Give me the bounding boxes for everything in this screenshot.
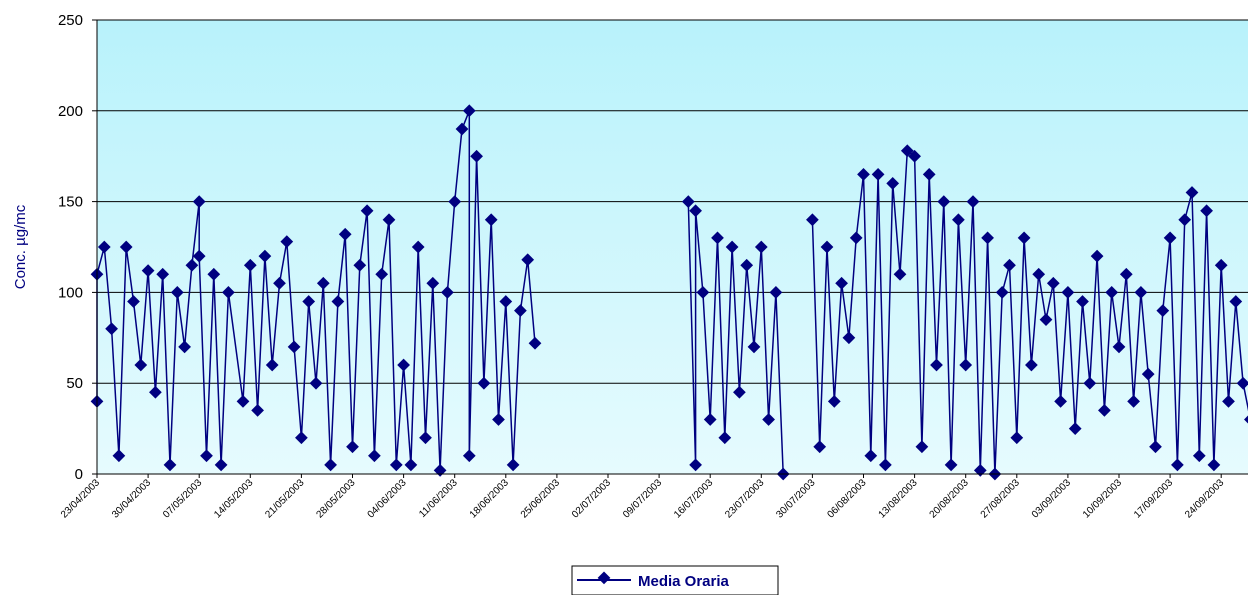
data-point <box>411 240 425 254</box>
y-tick-label: 100 <box>58 284 83 301</box>
y-tick-label: 0 <box>75 466 83 483</box>
x-tick-label: 30/07/2003 <box>774 477 817 520</box>
y-tick-label: 50 <box>66 375 83 392</box>
x-tick-label: 23/07/2003 <box>723 477 766 520</box>
data-point <box>506 458 520 472</box>
data-point <box>192 195 206 208</box>
data-point <box>462 104 476 118</box>
y-tick-label: 250 <box>58 12 83 29</box>
data-point <box>441 286 454 299</box>
x-tick-label: 16/07/2003 <box>672 477 715 520</box>
data-point <box>214 458 228 472</box>
data-point <box>382 213 396 227</box>
x-tick-label: 13/08/2003 <box>877 477 920 520</box>
x-tick-label: 09/07/2003 <box>621 477 664 520</box>
data-point <box>163 458 177 472</box>
data-point <box>273 276 286 290</box>
plot-area <box>97 20 1248 474</box>
data-point <box>207 267 221 281</box>
x-tick-label: 25/06/2003 <box>519 477 562 520</box>
x-tick-label: 18/06/2003 <box>468 477 511 520</box>
data-point <box>170 286 184 299</box>
x-tick-label: 17/09/2003 <box>1132 477 1175 520</box>
data-point <box>389 458 403 472</box>
y-axis-title: Conc. µg/mc <box>12 204 29 289</box>
data-point <box>200 449 213 463</box>
data-point <box>455 122 469 136</box>
data-point <box>127 295 140 308</box>
x-axis-ticks: 23/04/2003 30/04/2003 07/05/2003 14/05/2003… <box>59 474 1227 521</box>
data-point <box>105 322 118 336</box>
data-point <box>324 458 337 472</box>
data-point <box>134 358 148 372</box>
data-point <box>492 413 505 426</box>
x-tick-label: 23/04/2003 <box>59 477 102 520</box>
data-point <box>119 240 133 254</box>
x-tick-label: 07/05/2003 <box>161 477 204 520</box>
data-point <box>316 276 330 290</box>
x-tick-label: 02/07/2003 <box>570 477 613 520</box>
x-tick-label: 21/05/2003 <box>263 477 306 520</box>
data-point <box>156 267 170 281</box>
y-tick-label: 150 <box>58 194 83 211</box>
x-tick-label: 30/04/2003 <box>110 477 153 520</box>
data-point <box>360 204 374 218</box>
data-point <box>484 213 498 227</box>
data-point <box>375 267 389 281</box>
data-point <box>448 195 462 208</box>
x-tick-label: 28/05/2003 <box>314 477 357 520</box>
data-point <box>477 376 491 390</box>
data-point <box>251 404 264 417</box>
x-tick-label: 11/06/2003 <box>417 477 460 520</box>
x-tick-label: 10/09/2003 <box>1081 477 1124 520</box>
data-point <box>185 258 199 272</box>
x-tick-label: 04/06/2003 <box>366 477 409 520</box>
data-point <box>331 295 345 308</box>
data-point <box>149 385 162 399</box>
data-point <box>112 449 126 463</box>
data-point <box>470 149 483 163</box>
data-point <box>419 431 432 445</box>
data-point <box>280 235 294 248</box>
legend-label: Media Oraria <box>638 573 730 590</box>
data-point <box>141 264 155 277</box>
x-tick-label: 20/08/2003 <box>928 477 971 520</box>
data-point <box>353 258 367 272</box>
x-tick-label: 14/05/2003 <box>212 477 255 520</box>
data-point <box>258 249 272 263</box>
x-tick-label: 27/08/2003 <box>979 477 1022 520</box>
data-point <box>243 258 257 272</box>
x-tick-label: 24/09/2003 <box>1183 477 1226 520</box>
data-point <box>222 286 235 299</box>
data-point <box>309 376 323 390</box>
data-point <box>338 227 352 241</box>
legend-marker-icon <box>597 571 611 585</box>
data-point <box>97 240 111 254</box>
y-tick-label: 200 <box>58 103 83 120</box>
data-point <box>287 340 301 354</box>
data-point <box>346 440 359 454</box>
data-point <box>404 458 418 472</box>
legend: Media Oraria <box>571 565 779 595</box>
data-point <box>426 276 440 290</box>
data-point <box>192 249 206 263</box>
data-point <box>265 358 279 372</box>
data-point <box>499 295 513 308</box>
data-point <box>397 358 410 372</box>
data-point <box>302 295 316 308</box>
data-point <box>295 431 308 445</box>
x-tick-label: 06/08/2003 <box>825 477 868 520</box>
data-point <box>368 449 381 463</box>
data-point <box>462 449 476 463</box>
data-point <box>521 253 535 267</box>
y-axis-ticks: 0 50 100 150 200 250 <box>58 12 97 483</box>
data-point <box>236 395 250 408</box>
data-point <box>178 340 191 354</box>
x-tick-label: 03/09/2003 <box>1030 477 1073 520</box>
gridlines <box>97 19 1248 384</box>
